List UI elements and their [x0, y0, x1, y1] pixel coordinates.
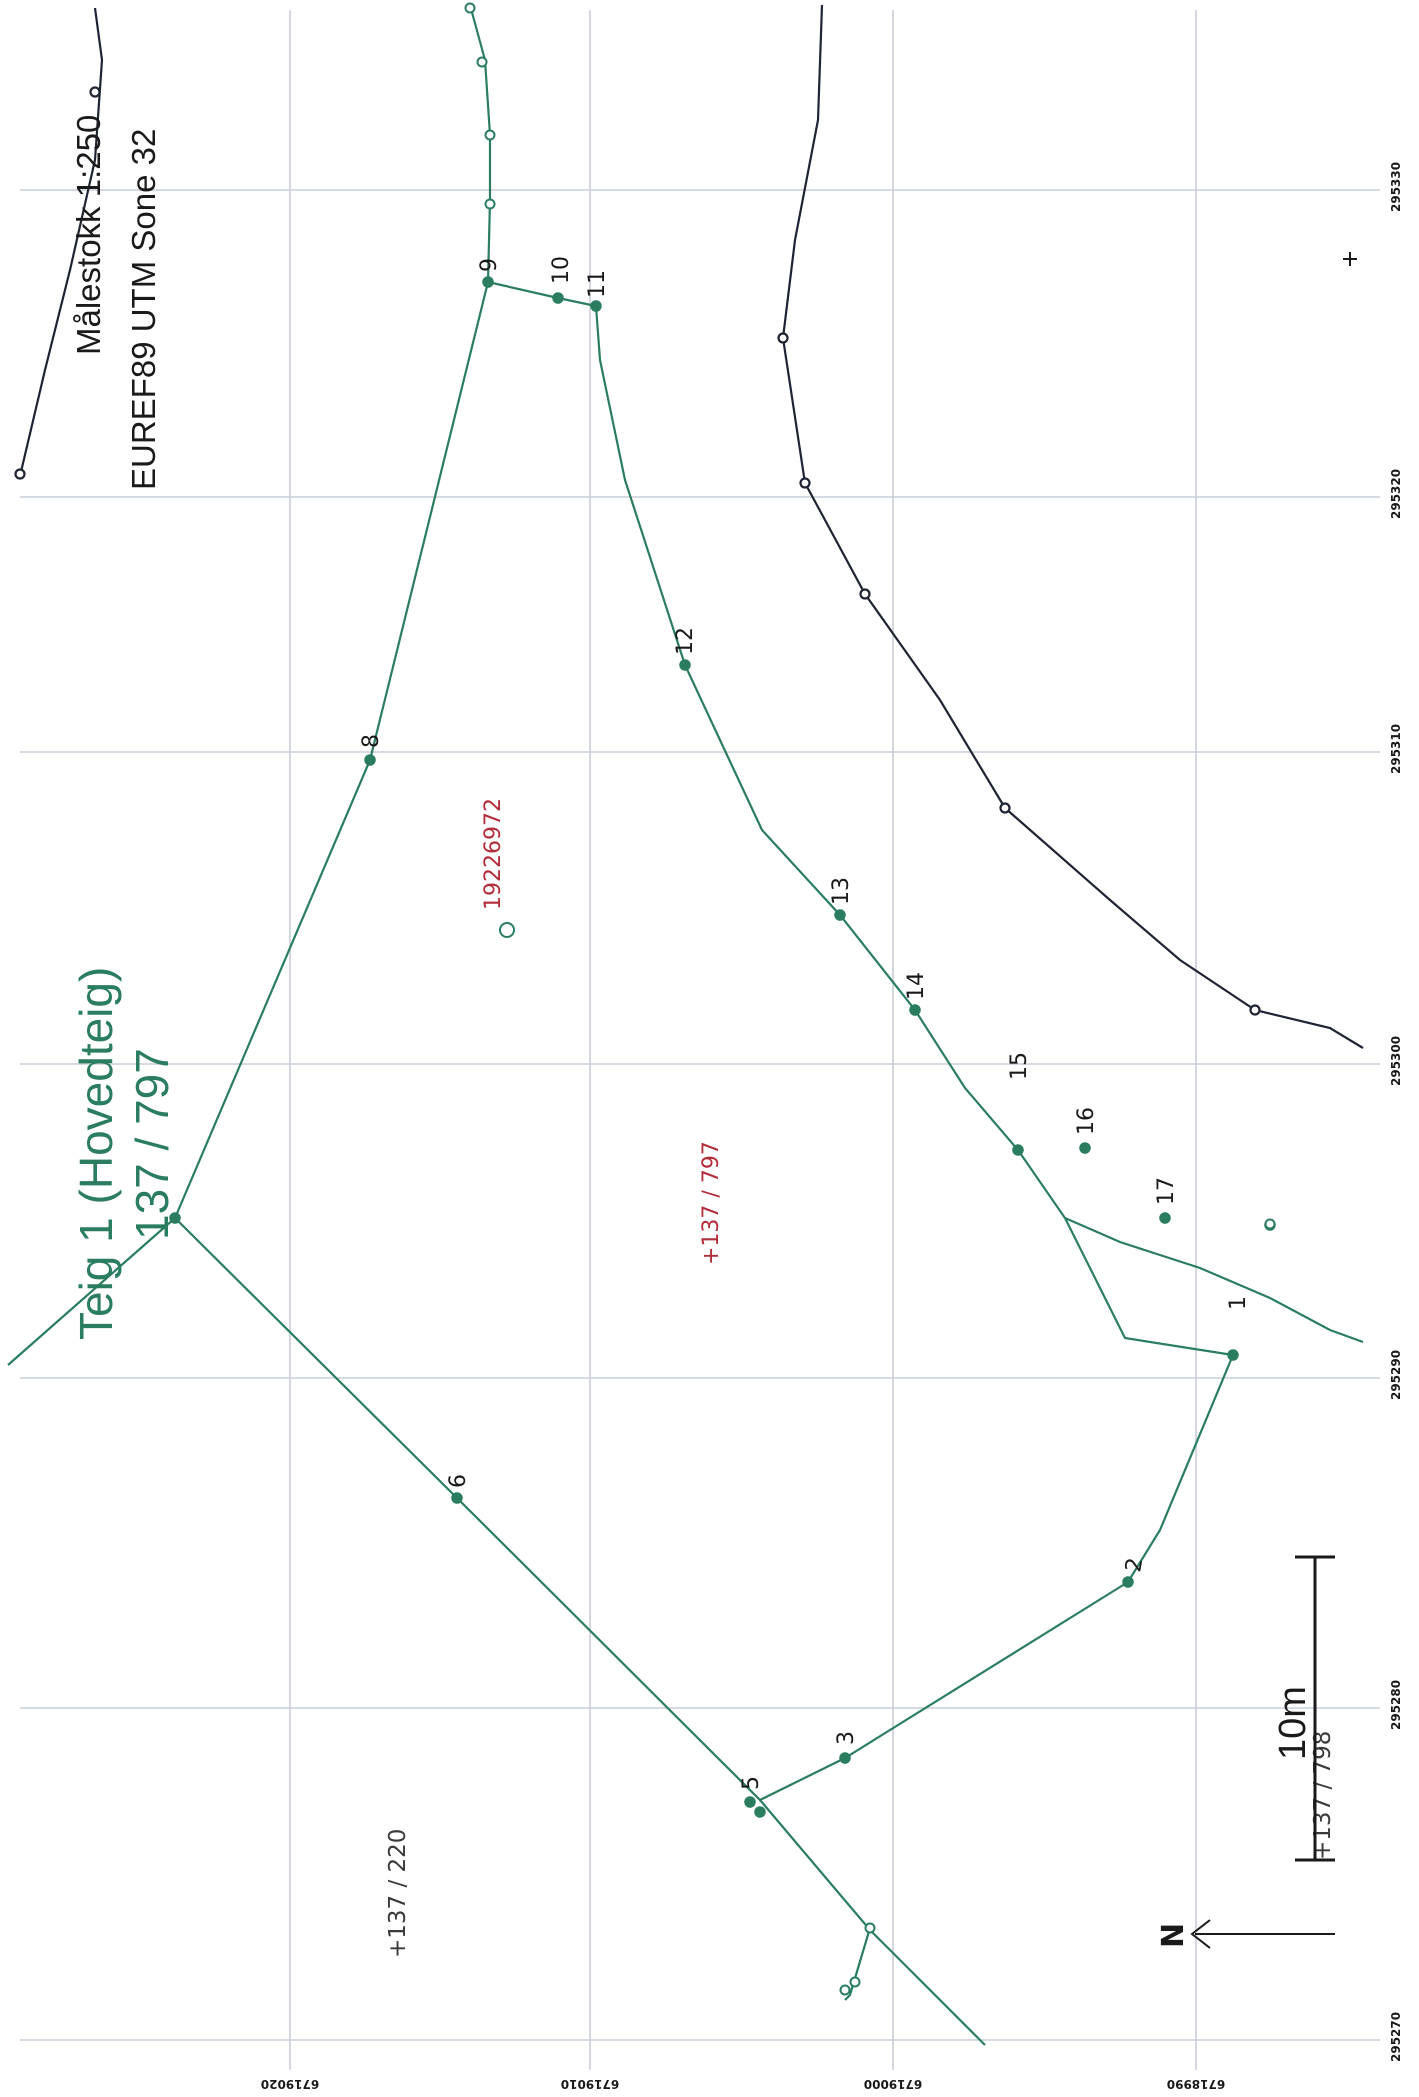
point-label-15: 15: [1007, 1052, 1032, 1080]
easting-label: 295320: [1389, 469, 1403, 519]
point-label-14: 14: [904, 972, 929, 1000]
road-boundary-lower: [783, 5, 1363, 1048]
map-scale-text: Målestokk 1:250: [70, 115, 107, 355]
parcel-boundary: [8, 5, 1363, 2045]
northing-label: 6719010: [561, 2077, 619, 2091]
parcel-title-line2: 137 / 797: [126, 1048, 178, 1240]
map-projection-text: EUREF89 UTM Sone 32: [125, 129, 162, 490]
grid-lines: [20, 10, 1380, 2070]
point-label-13: 13: [829, 877, 854, 905]
point-label-3: 3: [834, 1731, 859, 1745]
point-label-9: 9: [477, 258, 502, 272]
neighbour-parcel-label: +137 / 220: [385, 1829, 411, 1958]
point-label-2: 2: [1121, 1556, 1148, 1574]
point-label-5: 5: [739, 1776, 764, 1790]
southern-extension: [760, 1800, 985, 2045]
parcel-title: Teig 1 (Hovedteig) 137 / 797: [70, 967, 178, 1340]
parcel-center-cross-icon: [1343, 252, 1357, 266]
northing-label: 6719020: [261, 2077, 319, 2091]
easting-label: 295330: [1389, 162, 1403, 212]
eastern-arc: [1065, 1218, 1363, 1342]
easting-label: 295300: [1389, 1036, 1403, 1086]
easting-label: 295290: [1389, 1350, 1403, 1400]
point-label-1: 1: [1226, 1296, 1251, 1310]
building-id-label: 19226972: [481, 798, 506, 910]
northing-labels: 6718990 6719000 6719010 6719020: [261, 2077, 1225, 2091]
point-label-16: 16: [1074, 1107, 1099, 1135]
point-label-12: 12: [673, 627, 698, 655]
parcel-id-labels: +137 / 797 19226972: [481, 798, 724, 1265]
northing-label: 6719000: [864, 2077, 922, 2091]
scale-bar-label: 10m: [1272, 1686, 1314, 1760]
main-parcel-outline: [175, 282, 1233, 1800]
easting-label: 295270: [1389, 2012, 1403, 2062]
main-parcel-label: +137 / 797: [699, 1141, 724, 1265]
road-boundaries: [16, 5, 1364, 1048]
point-label-10: 10: [549, 256, 574, 284]
easting-label: 295310: [1389, 724, 1403, 774]
neighbour-labels: +137 / 220 +137 / 798: [385, 1731, 1336, 1958]
map-info: Målestokk 1:250 EUREF89 UTM Sone 32: [70, 115, 162, 490]
building-marker-icon: [500, 923, 514, 937]
easting-label: 295280: [1389, 1680, 1403, 1730]
northing-label: 6718990: [1167, 2077, 1225, 2091]
point-label-17: 17: [1154, 1177, 1179, 1205]
north-arrow-label: N: [1156, 1923, 1191, 1948]
point-label-8: 8: [359, 734, 384, 748]
north-arrow-icon: N: [1156, 1920, 1335, 1948]
point-label-6: 6: [446, 1474, 471, 1488]
easting-labels: 295270 295280 295290 295300 295310 29532…: [1389, 162, 1403, 2062]
point-label-11: 11: [585, 270, 610, 298]
parcel-title-line1: Teig 1 (Hovedteig): [70, 967, 122, 1340]
parcel-points: [170, 4, 1275, 1995]
northern-extension: [470, 5, 490, 282]
